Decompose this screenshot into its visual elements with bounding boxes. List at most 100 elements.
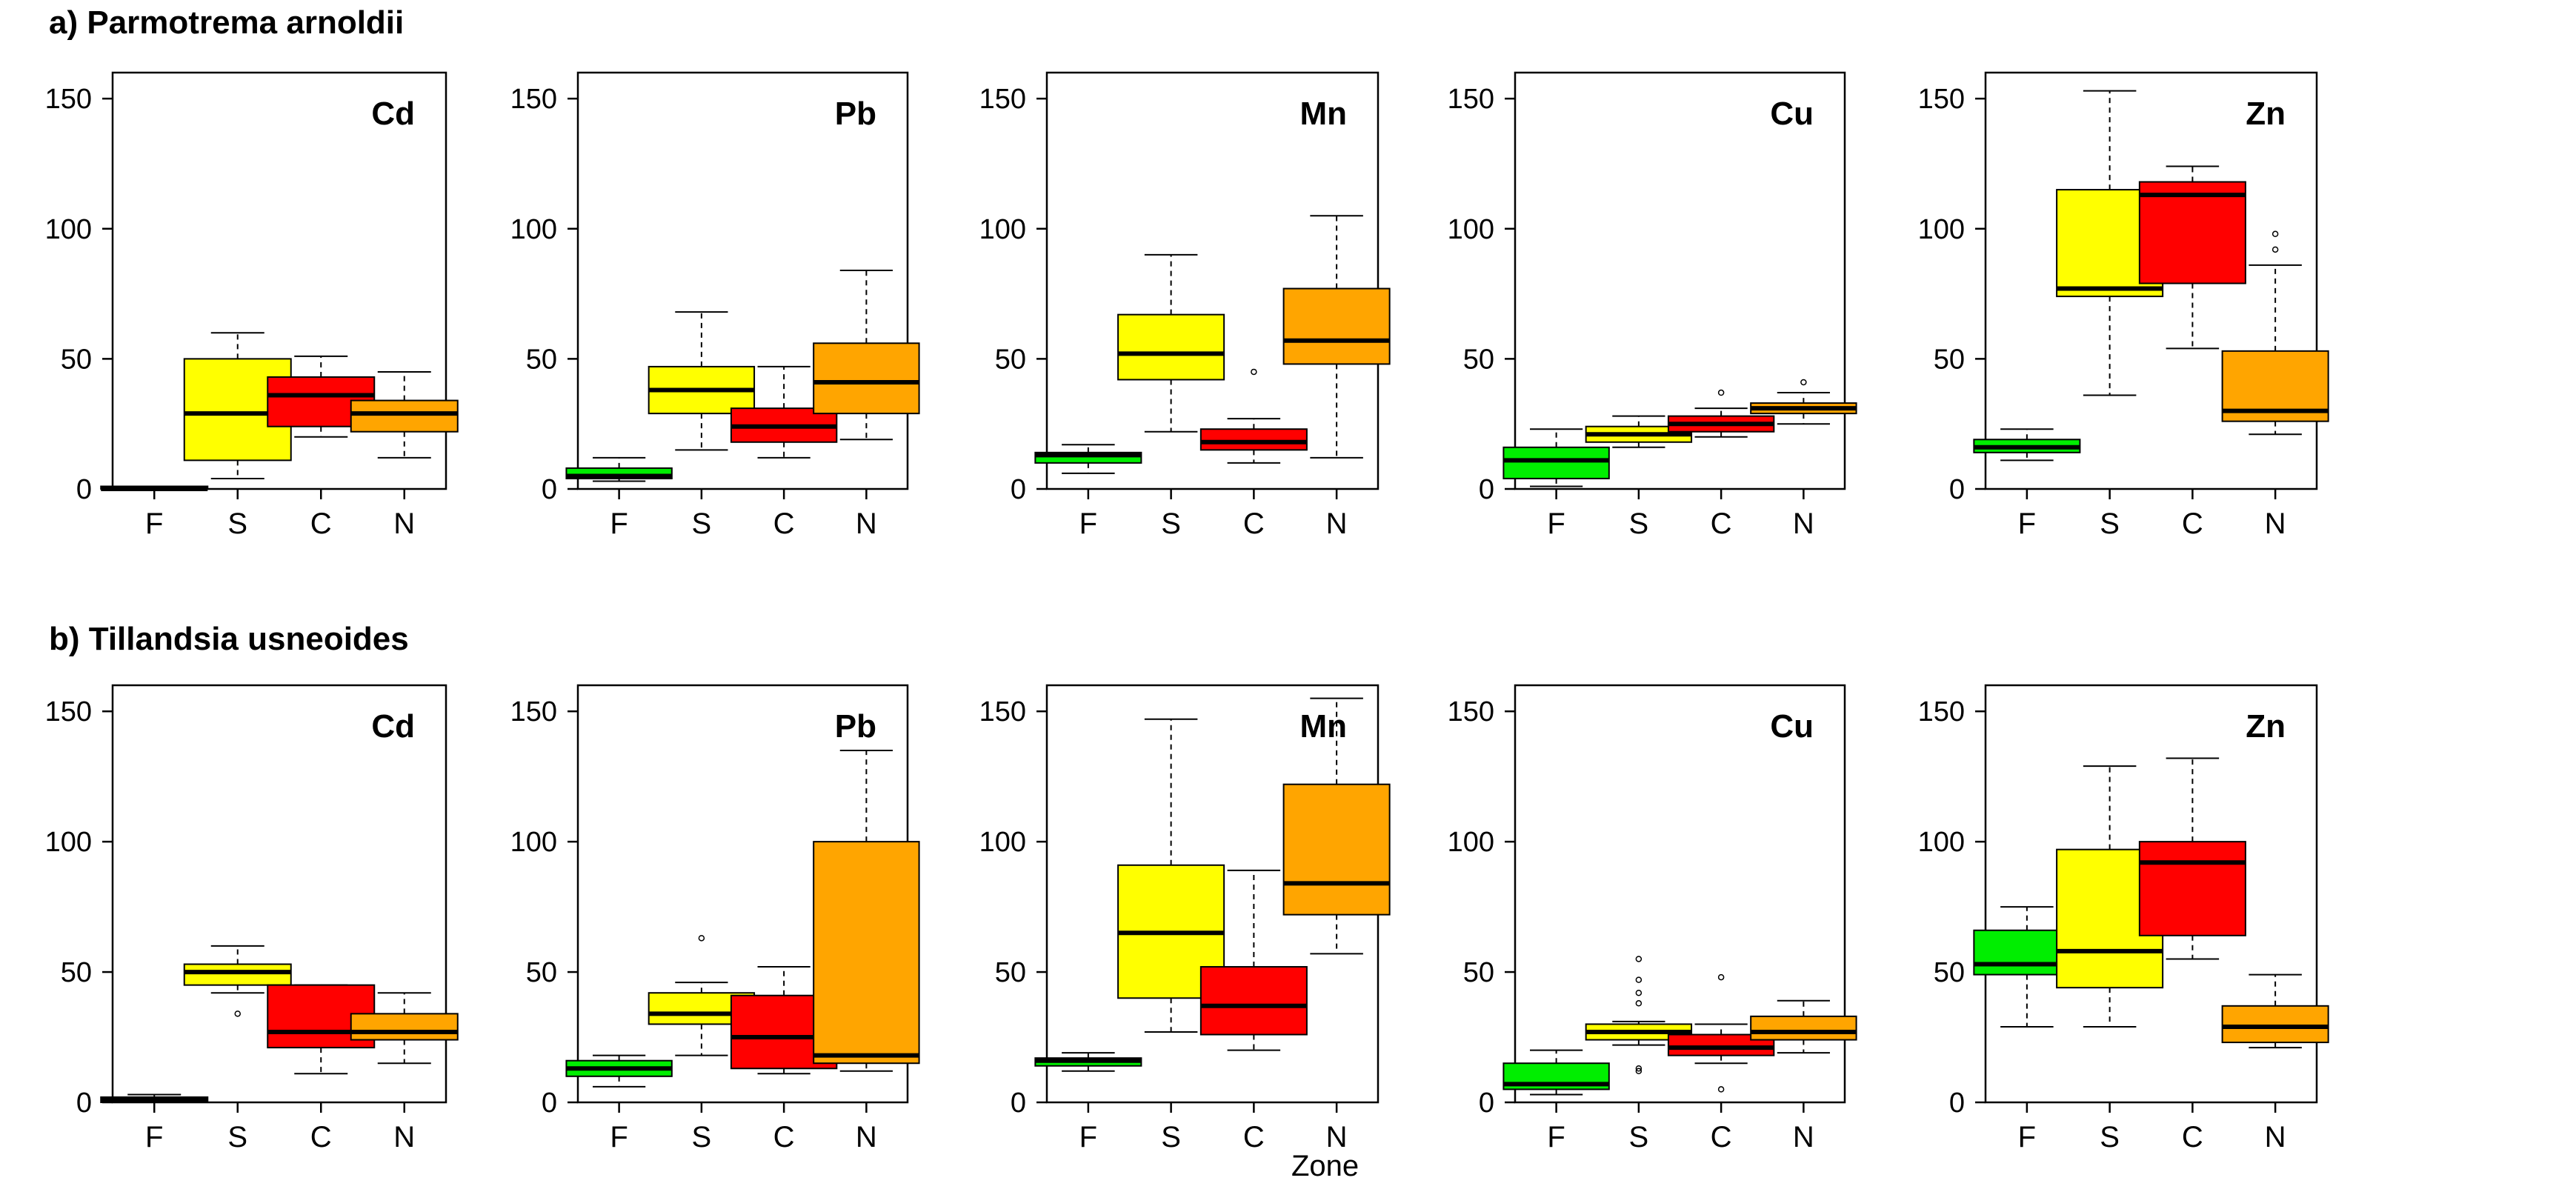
box-N: [2221, 230, 2329, 436]
x-tick-label: S: [692, 507, 712, 540]
box-S: [1117, 253, 1225, 433]
y-tick-label: 100: [510, 827, 557, 858]
panel-a-Cd: Cd 0 50 100 150 F S C N: [45, 71, 459, 540]
x-tick-label: S: [2100, 507, 2120, 540]
box-F: [565, 1054, 673, 1088]
row-title-b: b) Tillandsia usneoides: [49, 621, 409, 657]
x-tick-label: S: [1629, 507, 1649, 540]
y-tick-label: 0: [542, 1088, 557, 1119]
box-N: [1750, 999, 1857, 1054]
plot-frame: [1984, 684, 2318, 1104]
element-label: Pb: [835, 96, 876, 132]
box-S: [1585, 415, 1693, 448]
outlier-point: [2272, 246, 2279, 253]
iqr-box: [1199, 428, 1308, 451]
panel-a-Mn: Mn 0 50 100 150 F S C N: [979, 71, 1391, 540]
plot-frame: [1045, 71, 1379, 490]
plot-frame: [111, 71, 447, 490]
panel-b-Pb: Pb 0 50 100 150 F S C N: [510, 684, 920, 1153]
y-tick-label: 0: [1479, 1088, 1494, 1119]
y-tick-label: 150: [1918, 696, 1965, 727]
panel-b-Cd: Cd 0 50 100 150 F S C N: [45, 684, 459, 1153]
box-S: [1585, 956, 1693, 1075]
box-F: [1034, 1052, 1142, 1072]
iqr-box: [350, 1013, 459, 1041]
iqr-box: [1502, 446, 1610, 479]
x-tick-label: F: [145, 507, 163, 540]
x-tick-label: C: [2182, 507, 2203, 540]
y-tick-label: 0: [1011, 1088, 1026, 1119]
y-tick-label: 100: [45, 827, 92, 858]
y-tick-label: 50: [1463, 957, 1494, 988]
box-N: [813, 269, 920, 441]
iqr-box: [183, 963, 292, 986]
box-F: [100, 485, 209, 491]
x-tick-label: C: [773, 507, 795, 540]
element-label: Mn: [1299, 96, 1347, 132]
y-tick-label: 150: [1448, 84, 1494, 115]
box-N: [1282, 215, 1391, 459]
x-tick-label: F: [610, 1121, 628, 1153]
y-tick-label: 0: [76, 474, 92, 505]
panel-a-Cu: Cu 0 50 100 150 F S C N: [1448, 71, 1857, 540]
outlier-point: [1635, 989, 1643, 996]
iqr-box: [1282, 783, 1391, 916]
x-tick-label: N: [393, 1121, 415, 1153]
y-tick-label: 0: [1949, 474, 1965, 505]
y-tick-label: 100: [510, 214, 557, 245]
iqr-box: [813, 841, 920, 1065]
y-tick-label: 0: [542, 474, 557, 505]
y-tick-label: 150: [979, 696, 1026, 727]
y-tick-label: 150: [45, 84, 92, 115]
x-tick-label: F: [2018, 1121, 2036, 1153]
x-tick-label: F: [1079, 507, 1097, 540]
x-tick-label: C: [2182, 1121, 2203, 1153]
box-F: [1502, 428, 1610, 487]
plot-frame: [1514, 684, 1846, 1104]
x-tick-label: C: [310, 1121, 332, 1153]
outlier-point: [698, 935, 705, 942]
outlier-point: [1800, 379, 1807, 386]
x-tick-label: S: [1161, 507, 1181, 540]
outlier-point: [234, 1010, 241, 1017]
panel-b-Cu: Cu 0 50 100 150 F S C N: [1448, 684, 1857, 1153]
panel-b-Mn: Mn 0 50 100 150 F S C N: [979, 684, 1391, 1153]
y-tick-label: 50: [1934, 344, 1965, 375]
outlier-point: [1717, 389, 1725, 396]
y-tick-label: 100: [1918, 214, 1965, 245]
row-title-a: a) Parmotrema arnoldii: [49, 4, 405, 41]
x-tick-label: F: [1547, 1121, 1565, 1153]
x-tick-label: N: [856, 1121, 877, 1153]
box-N: [1282, 697, 1391, 955]
y-tick-label: 0: [1011, 474, 1026, 505]
outlier-point: [1635, 1068, 1643, 1075]
box-F: [1034, 444, 1142, 474]
x-tick-label: N: [1326, 1121, 1348, 1153]
element-label: Cu: [1770, 96, 1814, 132]
plot-frame: [576, 71, 909, 490]
x-tick-label: S: [1161, 1121, 1181, 1153]
box-C: [730, 365, 838, 459]
x-tick-label: F: [610, 507, 628, 540]
y-tick-label: 50: [61, 344, 92, 375]
box-S: [183, 945, 292, 1017]
y-tick-label: 150: [979, 84, 1026, 115]
iqr-box: [1199, 966, 1308, 1036]
y-tick-label: 100: [979, 827, 1026, 858]
box-F: [100, 1093, 209, 1104]
x-tick-label: N: [1793, 507, 1814, 540]
element-label: Cu: [1770, 708, 1814, 745]
outlier-point: [1251, 368, 1257, 376]
iqr-box: [1282, 287, 1391, 365]
box-F: [565, 456, 673, 482]
y-tick-label: 150: [1918, 84, 1965, 115]
box-S: [183, 332, 292, 479]
y-tick-label: 0: [1479, 474, 1494, 505]
y-tick-label: 100: [1448, 214, 1494, 245]
y-tick-label: 100: [1918, 827, 1965, 858]
iqr-box: [2138, 841, 2246, 936]
x-tick-label: S: [692, 1121, 712, 1153]
element-label: Mn: [1299, 708, 1347, 745]
outlier-point: [2272, 230, 2279, 238]
x-tick-label: C: [773, 1121, 795, 1153]
